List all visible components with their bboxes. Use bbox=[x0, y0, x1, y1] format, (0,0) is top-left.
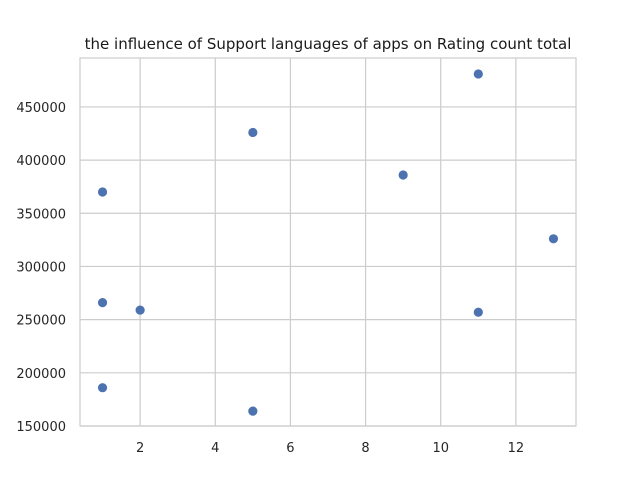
x-tick-label: 10 bbox=[432, 441, 449, 456]
data-point bbox=[473, 307, 483, 317]
x-tick-label: 8 bbox=[361, 441, 369, 456]
y-tick-label: 250000 bbox=[16, 314, 66, 329]
data-point bbox=[548, 234, 559, 244]
y-tick-label: 450000 bbox=[16, 101, 66, 116]
y-tick-label: 150000 bbox=[16, 420, 66, 435]
data-point bbox=[473, 69, 483, 79]
chart-title: the influence of Support languages of ap… bbox=[85, 35, 572, 53]
x-tick-label: 6 bbox=[286, 441, 294, 456]
x-tick-label: 4 bbox=[211, 441, 219, 456]
data-point bbox=[248, 127, 258, 138]
x-tick-label: 2 bbox=[136, 441, 144, 456]
data-point bbox=[97, 187, 108, 197]
data-point bbox=[248, 406, 258, 416]
data-point bbox=[135, 305, 145, 315]
x-axis-ticks: 2 4 6 8 10 12 bbox=[136, 441, 524, 456]
data-point bbox=[97, 298, 108, 308]
data-point bbox=[398, 170, 408, 180]
x-tick-label: 12 bbox=[508, 441, 525, 456]
y-tick-label: 400000 bbox=[16, 154, 66, 169]
y-tick-label: 300000 bbox=[16, 260, 66, 275]
grid-lines bbox=[80, 58, 576, 427]
data-point bbox=[97, 383, 108, 393]
y-tick-label: 350000 bbox=[16, 207, 66, 222]
data-points bbox=[97, 69, 559, 416]
y-tick-label: 200000 bbox=[16, 367, 66, 382]
plot-frame bbox=[79, 57, 577, 427]
y-axis-ticks: 150000 200000 250000 300000 350000 400000 4500… bbox=[16, 101, 66, 435]
